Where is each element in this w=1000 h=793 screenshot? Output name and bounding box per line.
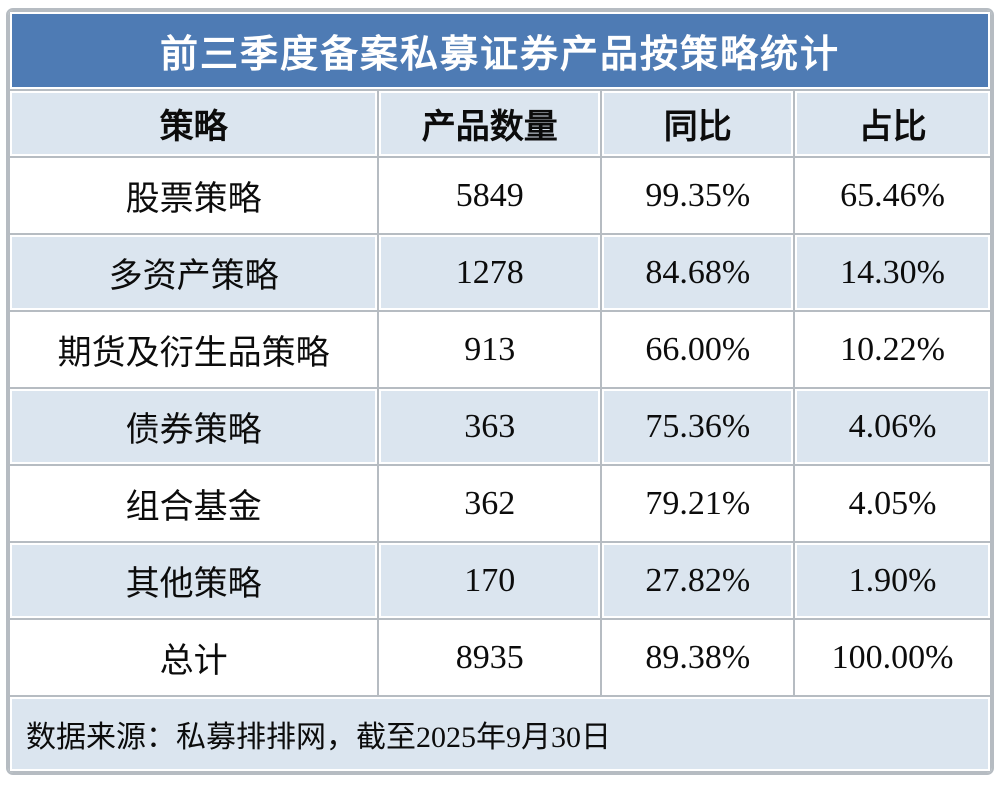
count-cell: 5849 <box>379 158 601 233</box>
strategy-cell: 组合基金 <box>10 466 378 541</box>
yoy-cell: 66.00% <box>602 312 794 387</box>
column-header-strategy: 策略 <box>10 91 378 156</box>
yoy-cell: 89.38% <box>602 620 794 695</box>
share-cell: 4.05% <box>795 466 990 541</box>
count-cell: 8935 <box>379 620 601 695</box>
share-cell: 100.00% <box>795 620 990 695</box>
strategy-cell: 总计 <box>10 620 378 695</box>
count-cell: 363 <box>379 389 601 464</box>
share-cell: 1.90% <box>795 543 990 618</box>
column-header-yoy: 同比 <box>602 91 794 156</box>
table-row: 期货及衍生品策略 913 66.00% 10.22% <box>10 312 990 387</box>
total-row: 总计 8935 89.38% 100.00% <box>10 620 990 695</box>
column-header-share: 占比 <box>795 91 990 156</box>
yoy-cell: 99.35% <box>602 158 794 233</box>
count-cell: 913 <box>379 312 601 387</box>
table-row: 债券策略 363 75.36% 4.06% <box>10 389 990 464</box>
source-row: 数据来源：私募排排网，截至2025年9月30日 <box>10 697 990 771</box>
share-cell: 4.06% <box>795 389 990 464</box>
share-cell: 65.46% <box>795 158 990 233</box>
yoy-cell: 79.21% <box>602 466 794 541</box>
count-cell: 1278 <box>379 235 601 310</box>
strategy-statistics-table: 前三季度备案私募证券产品按策略统计 策略 产品数量 同比 占比 股票策略 584… <box>8 10 992 773</box>
table-row: 股票策略 5849 99.35% 65.46% <box>10 158 990 233</box>
table-row: 其他策略 170 27.82% 1.90% <box>10 543 990 618</box>
share-cell: 10.22% <box>795 312 990 387</box>
column-header-count: 产品数量 <box>379 91 601 156</box>
strategy-cell: 期货及衍生品策略 <box>10 312 378 387</box>
strategy-cell: 股票策略 <box>10 158 378 233</box>
yoy-cell: 75.36% <box>602 389 794 464</box>
strategy-cell: 其他策略 <box>10 543 378 618</box>
yoy-cell: 84.68% <box>602 235 794 310</box>
title-row: 前三季度备案私募证券产品按策略统计 <box>10 12 990 89</box>
share-cell: 14.30% <box>795 235 990 310</box>
header-row: 策略 产品数量 同比 占比 <box>10 91 990 156</box>
table-row: 多资产策略 1278 84.68% 14.30% <box>10 235 990 310</box>
strategy-cell: 债券策略 <box>10 389 378 464</box>
table-title: 前三季度备案私募证券产品按策略统计 <box>10 12 990 89</box>
table-row: 组合基金 362 79.21% 4.05% <box>10 466 990 541</box>
statistics-card: 前三季度备案私募证券产品按策略统计 策略 产品数量 同比 占比 股票策略 584… <box>6 8 994 775</box>
count-cell: 170 <box>379 543 601 618</box>
yoy-cell: 27.82% <box>602 543 794 618</box>
strategy-cell: 多资产策略 <box>10 235 378 310</box>
data-source-note: 数据来源：私募排排网，截至2025年9月30日 <box>10 697 990 771</box>
count-cell: 362 <box>379 466 601 541</box>
